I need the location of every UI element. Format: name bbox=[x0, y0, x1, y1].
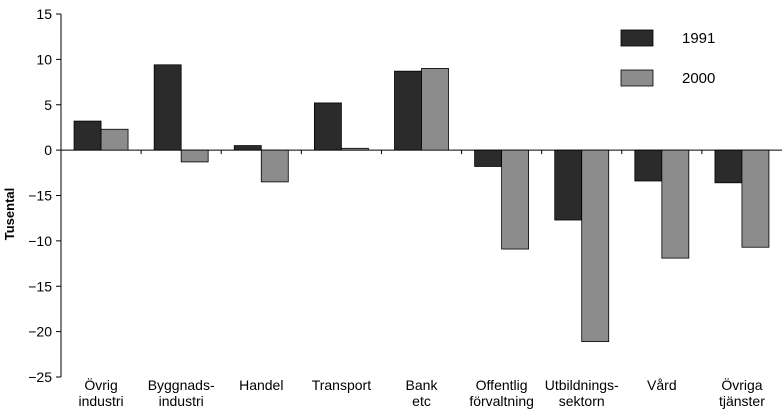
x-category-label: sektorn bbox=[559, 393, 605, 409]
bar-1991-8 bbox=[714, 149, 743, 184]
y-tick-label: −10 bbox=[28, 233, 52, 249]
bar-2000-5 bbox=[501, 149, 530, 250]
bar-2000-2 bbox=[260, 149, 289, 183]
y-tick-label: −20 bbox=[28, 324, 52, 340]
bar-1991-0 bbox=[73, 120, 102, 151]
x-category-label: Utbildnings- bbox=[545, 377, 619, 393]
bar-1991-7 bbox=[634, 149, 663, 182]
y-tick-label: −15 bbox=[28, 188, 52, 204]
x-category-label: Övrig bbox=[84, 376, 117, 393]
legend: 1991 2000 bbox=[620, 29, 715, 87]
x-category-label: etc bbox=[412, 393, 431, 409]
bar-1991-4 bbox=[394, 70, 422, 151]
bar-2000-3 bbox=[340, 147, 369, 151]
x-category-label: Byggnads- bbox=[148, 377, 215, 393]
y-tick-label: 15 bbox=[36, 6, 52, 22]
x-category-label: Bank bbox=[406, 377, 439, 393]
x-category-label: industri bbox=[159, 393, 204, 409]
bar-2000-7 bbox=[661, 149, 690, 259]
x-category-label: tjänster bbox=[719, 393, 765, 409]
bar-1991-2 bbox=[233, 145, 262, 151]
legend-swatch-2000 bbox=[620, 69, 654, 87]
x-category-label: Offentlig bbox=[476, 377, 528, 393]
bar-2000-4 bbox=[421, 68, 449, 151]
bar-1991-1 bbox=[153, 64, 182, 151]
legend-label-1991: 1991 bbox=[682, 30, 715, 47]
y-axis-label: Tusental bbox=[2, 188, 17, 241]
bar-1991-3 bbox=[313, 102, 342, 151]
bar-1991-5 bbox=[474, 149, 503, 167]
x-category-label: industri bbox=[78, 393, 123, 409]
x-category-label: Handel bbox=[239, 377, 283, 393]
y-tick-label: −15 bbox=[28, 278, 52, 294]
bar-2000-8 bbox=[741, 149, 770, 248]
y-tick-label: 5 bbox=[44, 97, 52, 113]
x-category-label: Vård bbox=[647, 377, 677, 393]
bar-2000-1 bbox=[180, 149, 209, 163]
bar-2000-6 bbox=[581, 149, 610, 343]
x-category-label: Transport bbox=[312, 377, 372, 393]
legend-label-2000: 2000 bbox=[682, 70, 715, 87]
x-category-label: förvaltning bbox=[469, 393, 534, 409]
bar-1991-6 bbox=[554, 149, 583, 221]
legend-swatch-1991 bbox=[620, 29, 654, 47]
x-category-label: Övriga bbox=[721, 376, 762, 393]
y-tick-label: 10 bbox=[36, 51, 52, 67]
bar-2000-0 bbox=[100, 128, 129, 151]
y-tick-label: −25 bbox=[28, 369, 52, 385]
y-ticks: 15 10 5 0 −15 −10 −15 −20 −25 bbox=[28, 6, 61, 385]
bars bbox=[73, 64, 770, 343]
y-tick-label: 0 bbox=[44, 142, 52, 158]
